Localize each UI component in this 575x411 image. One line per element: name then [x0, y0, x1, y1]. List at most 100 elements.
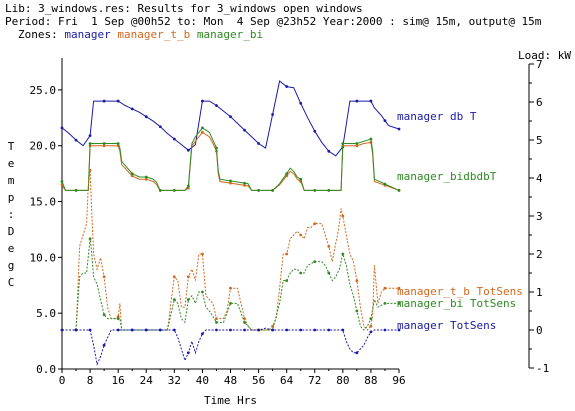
series-marker: [285, 252, 289, 256]
series-marker: [327, 271, 331, 275]
series-marker: [369, 137, 373, 141]
x-axis-label: Time Hrs: [204, 394, 257, 407]
series-marker: [158, 328, 162, 332]
x-tick-label: 72: [308, 374, 321, 387]
series-marker: [130, 172, 134, 176]
series-marker: [299, 271, 303, 275]
y-right-tick-label: 7: [536, 58, 543, 71]
y-left-axis-label-char: p: [8, 191, 15, 204]
series-marker: [313, 328, 317, 332]
series-marker: [243, 183, 246, 187]
y-left-tick-label: 25.0: [30, 84, 57, 97]
series-marker: [88, 169, 92, 172]
series-marker: [102, 142, 106, 145]
series-marker: [243, 321, 246, 324]
x-tick-label: 88: [364, 374, 377, 387]
series-marker: [172, 188, 176, 192]
series-marker: [299, 177, 303, 181]
series-marker: [88, 237, 92, 241]
series-marker: [201, 130, 204, 134]
x-tick-label: 8: [87, 374, 94, 387]
y-left-tick-label: 20.0: [30, 140, 57, 153]
series-marker: [369, 99, 373, 103]
series-marker: [313, 260, 317, 263]
series-marker: [229, 302, 232, 305]
y-right-tick-label: -1: [536, 362, 549, 375]
period-line: Period: Fri 1 Sep @00h52 to: Mon 4 Sep @…: [5, 15, 542, 28]
y-right-tick-label: 2: [536, 248, 543, 261]
x-tick-label: 16: [112, 374, 125, 387]
series-marker: [201, 252, 204, 256]
x-tick-label: 80: [336, 374, 349, 387]
report-title: Lib: 3_windows.res: Results for 3_window…: [5, 2, 363, 15]
series-marker: [313, 188, 317, 192]
series-line-manager-totsens: [62, 327, 399, 366]
series-marker: [201, 126, 204, 130]
series-marker: [158, 188, 162, 192]
series-marker: [257, 142, 260, 145]
series-marker: [102, 275, 106, 279]
series-marker: [215, 328, 218, 332]
x-tick-label: 32: [168, 374, 181, 387]
series-marker: [144, 175, 148, 179]
series-marker: [229, 328, 232, 332]
x-tick-label: 96: [392, 374, 405, 387]
series-marker: [116, 142, 120, 145]
series-marker: [369, 317, 373, 320]
series-marker: [285, 172, 289, 176]
series-marker: [355, 309, 359, 313]
series-marker: [215, 146, 218, 150]
series-marker: [257, 188, 260, 192]
series-marker: [215, 321, 218, 324]
series-marker: [116, 328, 120, 332]
y-left-tick-label: 5.0: [36, 307, 56, 320]
series-marker: [116, 317, 120, 320]
y-left-axis-label-char: D: [8, 225, 15, 238]
y-left-axis-label-char: e: [8, 242, 15, 255]
y-left-axis-label-char: e: [8, 157, 15, 170]
y-left-axis-label-char: g: [8, 259, 15, 272]
y-right-tick-label: 5: [536, 134, 543, 147]
series-marker: [327, 245, 331, 248]
y-right-axis-label: Load: kW: [518, 49, 571, 62]
series-marker: [172, 328, 176, 332]
series-marker: [186, 148, 190, 152]
x-tick-label: 48: [224, 374, 237, 387]
series-marker: [327, 328, 331, 332]
series-line-manager-bi-totsens: [62, 238, 399, 331]
series-marker: [144, 115, 148, 119]
series-marker: [383, 302, 387, 305]
series-marker: [116, 99, 120, 103]
series-marker: [102, 343, 106, 347]
series-label: manager_t_b TotSens: [397, 285, 523, 298]
series-marker: [271, 188, 275, 192]
series-marker: [144, 177, 148, 181]
series-marker: [102, 99, 106, 103]
series-marker: [397, 127, 401, 131]
x-tick-label: 0: [59, 374, 66, 387]
series-marker: [186, 275, 190, 279]
series-marker: [383, 286, 387, 290]
zone-manager-t-b: manager_t_b: [117, 28, 191, 41]
series-marker: [313, 129, 317, 133]
series-marker: [285, 85, 289, 88]
series-marker: [201, 290, 204, 294]
series-marker: [229, 181, 232, 185]
y-left-tick-label: 15.0: [30, 196, 57, 209]
series-marker: [172, 137, 176, 141]
series-marker: [383, 328, 387, 332]
series-marker: [257, 328, 260, 332]
x-tick-label: 40: [196, 374, 209, 387]
series-label: manager db T: [397, 110, 477, 123]
series-marker: [243, 328, 246, 332]
zone-manager: manager: [64, 28, 111, 41]
series-marker: [243, 181, 246, 185]
series-marker: [327, 149, 331, 153]
series-marker: [397, 188, 401, 192]
y-left-tick-label: 10.0: [30, 251, 57, 264]
x-tick-label: 56: [252, 374, 265, 387]
series-marker: [341, 214, 345, 218]
series-marker: [88, 134, 92, 138]
series-marker: [397, 302, 401, 305]
